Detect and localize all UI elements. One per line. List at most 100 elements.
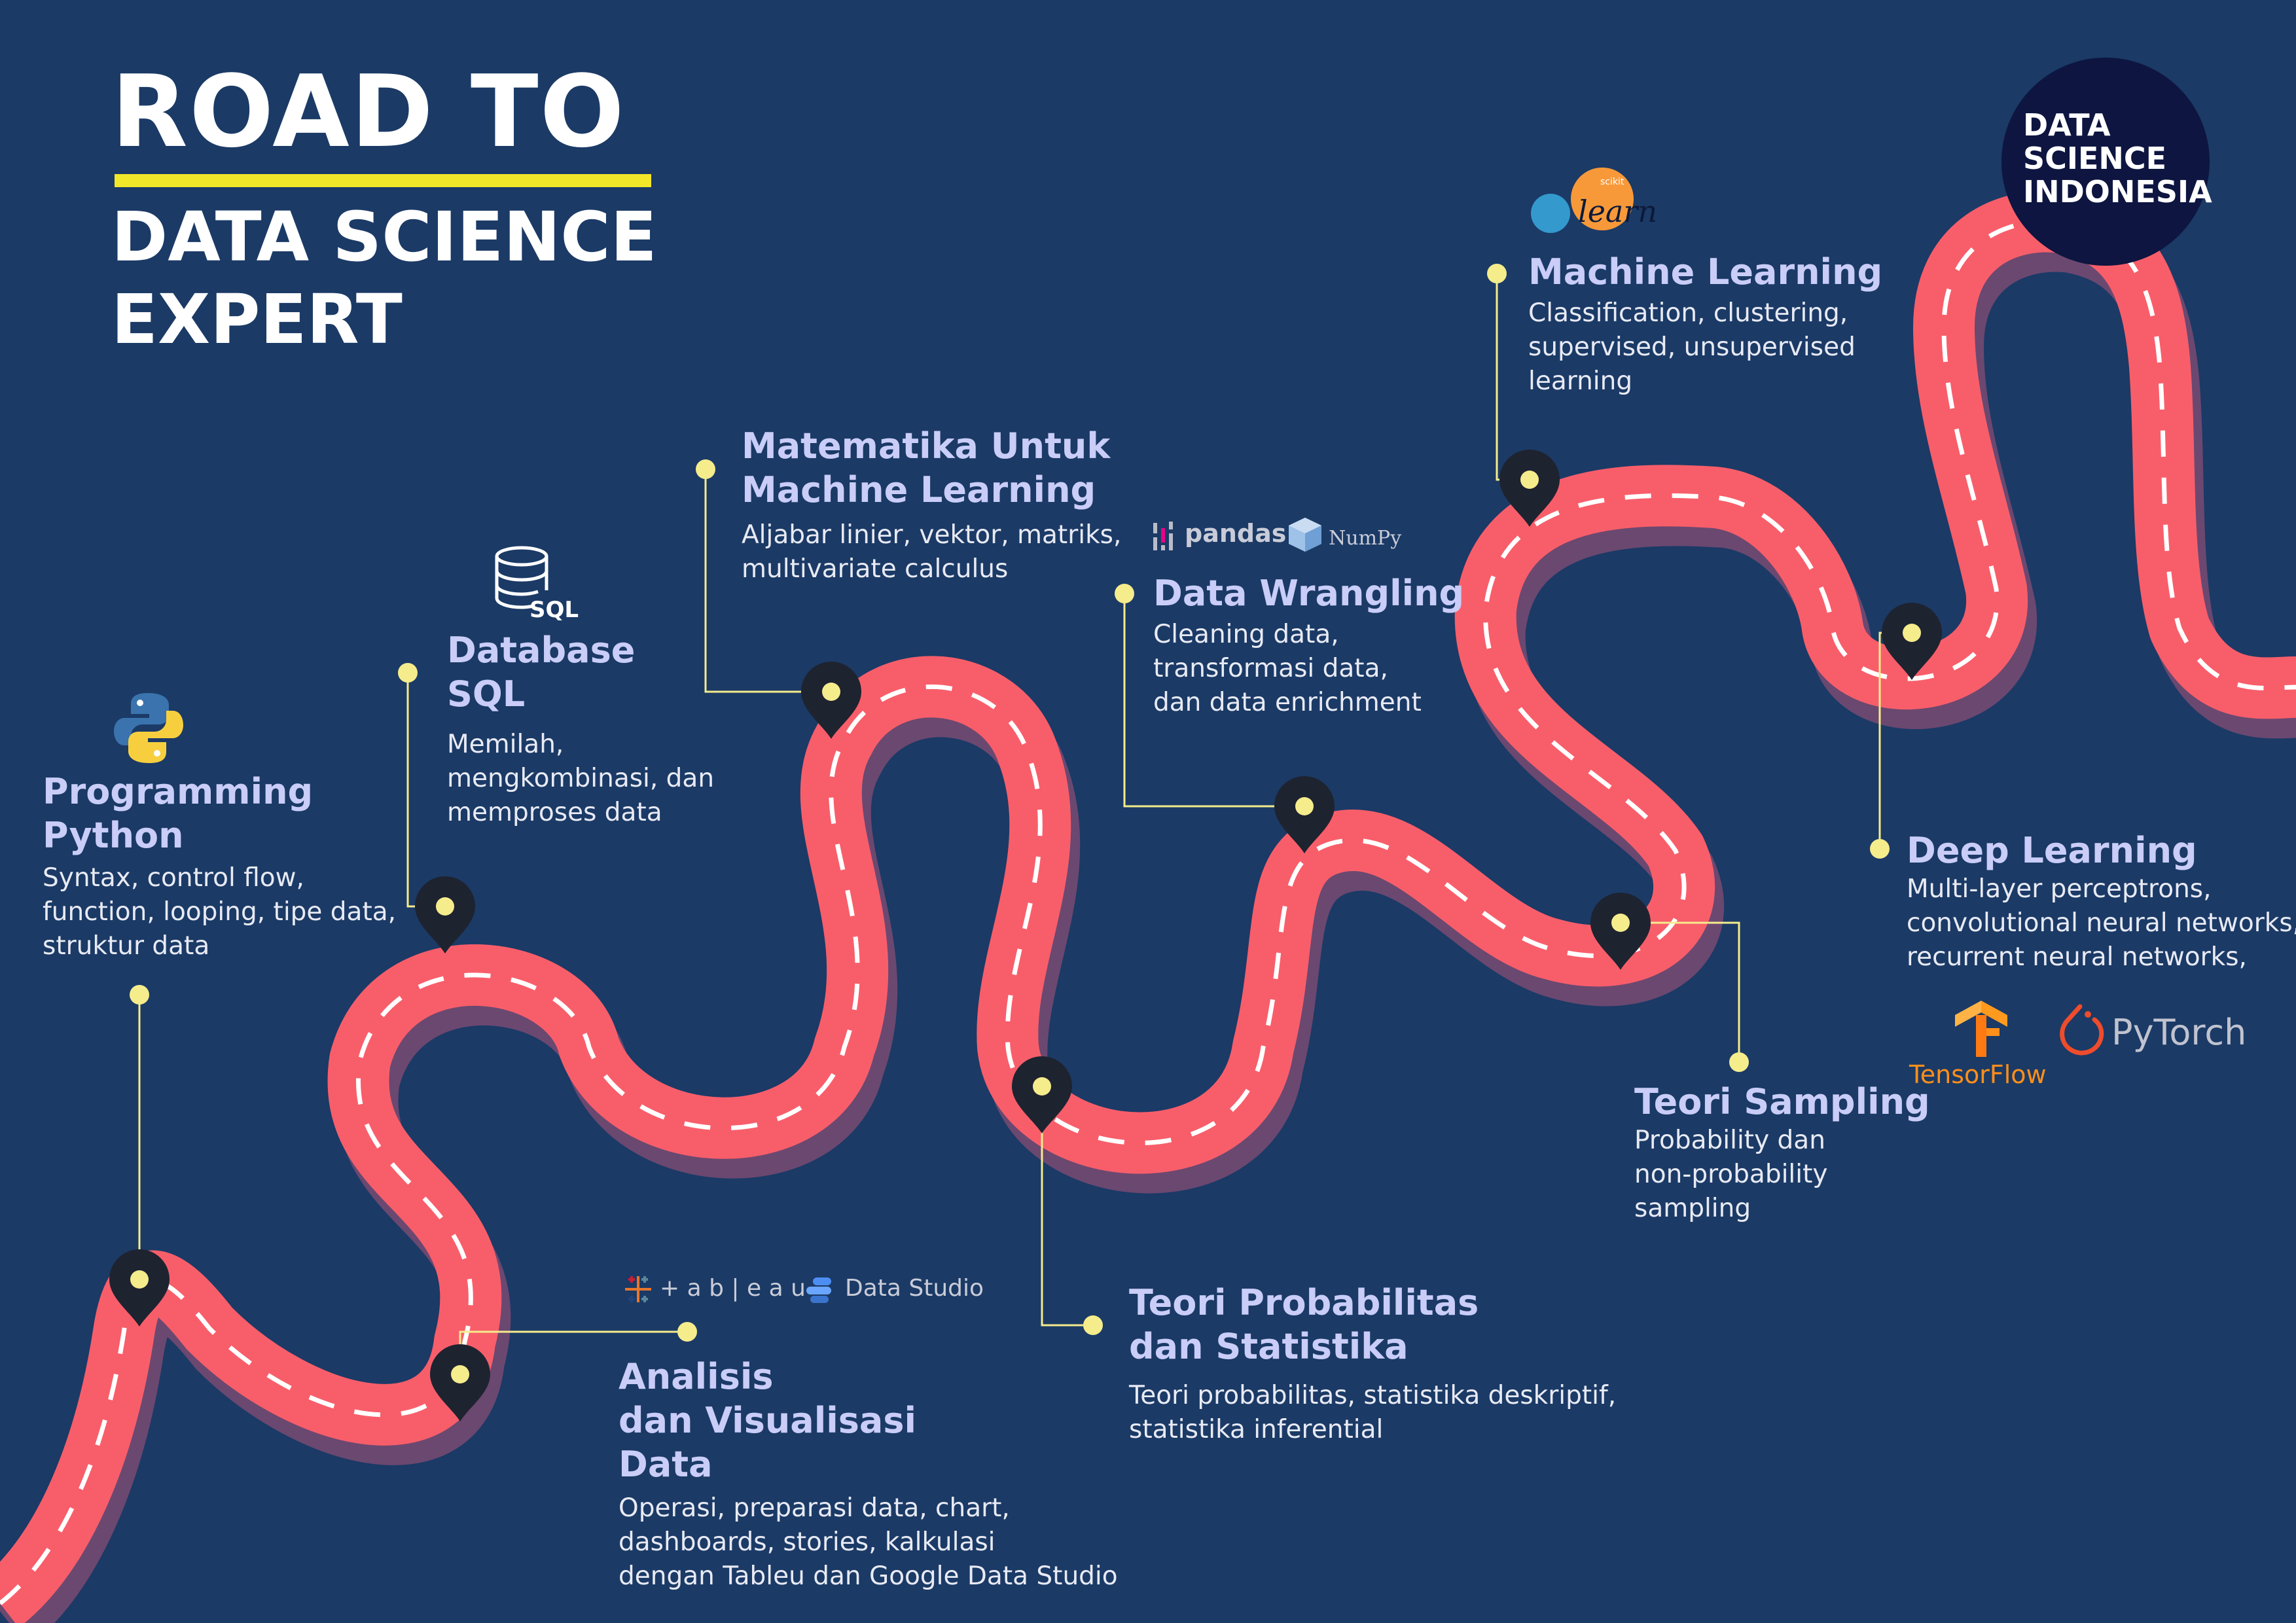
pandas-numpy-icons: pandas NumPy bbox=[1152, 514, 1401, 553]
map-pin-dot bbox=[1033, 1077, 1051, 1096]
milestone-sql-heading-2: SQL bbox=[447, 673, 526, 715]
python-logo-icon bbox=[113, 690, 185, 766]
connector-end-dots bbox=[130, 264, 1890, 1342]
milestone-python-heading-1: Programming bbox=[43, 771, 314, 812]
connector-ml bbox=[1496, 274, 1530, 481]
milestone-sql-desc-1: Memilah, bbox=[447, 730, 564, 759]
milestone-wrangling: Data Wrangling Cleaning data, transforma… bbox=[1153, 571, 1464, 720]
numpy-icon bbox=[1289, 518, 1321, 552]
connector-matematika bbox=[704, 469, 831, 693]
sql-icon-label: SQL bbox=[529, 597, 579, 623]
map-pin-dl bbox=[1882, 603, 1942, 680]
milestone-python: Programming Python Syntax, control flow,… bbox=[43, 770, 396, 963]
milestone-sampling-heading-1: Teori Sampling bbox=[1634, 1081, 1930, 1122]
road-lane-marks bbox=[0, 219, 2296, 1605]
milestone-sql-desc-3: memproses data bbox=[447, 798, 662, 827]
milestone-probabilitas-heading-2: dan Statistika bbox=[1129, 1326, 1408, 1367]
title-underline bbox=[115, 174, 651, 187]
scikit-learn-icon: scikit learn bbox=[1527, 165, 1658, 237]
connector-sql bbox=[406, 673, 445, 908]
milestone-dl-desc-3: recurrent neural networks, bbox=[1907, 942, 2247, 972]
milestone-python-desc-1: Syntax, control flow, bbox=[43, 863, 304, 893]
milestone-dl: Deep Learning Multi-layer perceptrons, c… bbox=[1907, 829, 2296, 974]
milestone-ml-desc-3: learning bbox=[1528, 366, 1633, 396]
milestone-sql-desc-2: mengkombinasi, dan bbox=[447, 764, 715, 793]
sklearn-wordmark: learn bbox=[1578, 194, 1657, 229]
map-pin-sql bbox=[415, 876, 475, 954]
milestone-python-desc-2: function, looping, tipe data, bbox=[43, 897, 397, 927]
milestone-wrangling-desc-3: dan data enrichment bbox=[1153, 688, 1422, 717]
milestone-visualisasi-desc-2: dashboards, stories, kalkulasi bbox=[619, 1527, 996, 1557]
milestone-sampling-desc-2: non-probability bbox=[1634, 1160, 1828, 1189]
map-pin-wrangling bbox=[1274, 776, 1335, 853]
data-studio-icon bbox=[806, 1277, 831, 1303]
milestone-wrangling-desc-1: Cleaning data, bbox=[1153, 620, 1339, 649]
page-title: ROAD TO bbox=[111, 54, 626, 169]
milestone-matematika: Matematika Untuk Machine Learning Aljaba… bbox=[742, 424, 1121, 586]
milestone-wrangling-desc-2: transformasi data, bbox=[1153, 654, 1388, 683]
milestone-matematika-desc-1: Aljabar linier, vektor, matriks, bbox=[742, 520, 1122, 550]
brand-logo: DATA SCIENCE INDONESIA bbox=[2001, 58, 2212, 266]
map-pin-ml bbox=[1499, 450, 1560, 527]
brand-line1: DATA bbox=[2023, 107, 2111, 143]
page-subtitle-line1: DATA SCIENCE bbox=[111, 197, 657, 277]
milestone-matematika-heading-1: Matematika Untuk bbox=[742, 425, 1111, 467]
milestone-visualisasi: Analisis dan Visualisasi Data Operasi, p… bbox=[619, 1355, 1118, 1594]
brand-line3: INDONESIA bbox=[2023, 174, 2212, 209]
milestone-visualisasi-desc-1: Operasi, preparasi data, chart, bbox=[619, 1493, 1010, 1523]
milestone-matematika-desc-2: multivariate calculus bbox=[742, 554, 1009, 584]
pytorch-wordmark: PyTorch bbox=[2111, 1012, 2247, 1053]
map-pin-dot bbox=[451, 1365, 469, 1383]
milestone-visualisasi-desc-3: dengan Tableu dan Google Data Studio bbox=[619, 1561, 1118, 1591]
map-pin-dot bbox=[1611, 914, 1630, 932]
milestone-dl-heading-1: Deep Learning bbox=[1907, 830, 2197, 871]
milestone-wrangling-heading-1: Data Wrangling bbox=[1153, 573, 1465, 614]
milestone-visualisasi-heading-1: Analisis bbox=[619, 1356, 774, 1397]
tableau-icon bbox=[625, 1276, 651, 1302]
milestone-sampling: Teori Sampling Probability dan non-proba… bbox=[1634, 1080, 1930, 1226]
map-pin-sampling bbox=[1590, 893, 1651, 970]
map-pins bbox=[109, 450, 1942, 1421]
milestone-probabilitas-desc-2: statistika inferential bbox=[1129, 1415, 1384, 1444]
milestone-dl-desc-2: convolutional neural networks, bbox=[1907, 908, 2296, 938]
milestone-ml-desc-2: supervised, unsupervised bbox=[1528, 332, 1856, 362]
map-pin-python bbox=[109, 1249, 170, 1327]
tensorflow-logo-icon: TensorFlow bbox=[1908, 998, 2058, 1090]
brand-line2: SCIENCE bbox=[2023, 141, 2167, 176]
milestone-probabilitas-desc-1: Teori probabilitas, statistika deskripti… bbox=[1129, 1381, 1617, 1410]
map-pin-dot bbox=[130, 1270, 149, 1289]
map-pin-visualisasi bbox=[430, 1344, 490, 1421]
map-pin-dot bbox=[1903, 624, 1921, 642]
milestone-ml-heading-1: Machine Learning bbox=[1528, 251, 1883, 293]
pandas-icon bbox=[1153, 522, 1173, 550]
map-pin-matematika bbox=[801, 662, 861, 739]
milestone-probabilitas-heading-1: Teori Probabilitas bbox=[1129, 1282, 1479, 1323]
milestone-python-heading-2: Python bbox=[43, 815, 184, 856]
numpy-wordmark: NumPy bbox=[1329, 527, 1402, 550]
pandas-wordmark: pandas bbox=[1185, 519, 1287, 548]
data-studio-wordmark: Data Studio bbox=[845, 1275, 984, 1302]
milestone-dl-desc-1: Multi-layer perceptrons, bbox=[1907, 874, 2212, 904]
database-sql-icon: SQL bbox=[492, 544, 579, 623]
milestone-sql: Database SQL Memilah, mengkombinasi, dan… bbox=[447, 628, 714, 830]
map-pin-probabilitas bbox=[1012, 1056, 1072, 1133]
sklearn-small-wordmark: scikit bbox=[1600, 177, 1624, 187]
map-pin-dot bbox=[822, 683, 840, 701]
milestone-sql-heading-1: Database bbox=[447, 630, 636, 671]
connector-sampling bbox=[1621, 921, 1740, 1062]
page-subtitle-line2: EXPERT bbox=[111, 279, 403, 359]
map-pin-dot bbox=[1520, 471, 1539, 489]
tensorflow-wordmark: TensorFlow bbox=[1909, 1060, 2047, 1089]
milestone-sampling-desc-3: sampling bbox=[1634, 1194, 1751, 1223]
connector-probabilitas bbox=[1041, 1086, 1093, 1327]
milestone-ml: Machine Learning Classification, cluster… bbox=[1528, 250, 1882, 399]
milestone-visualisasi-heading-2: dan Visualisasi bbox=[619, 1400, 916, 1441]
tableau-wordmark: + a b | e a u bbox=[660, 1275, 806, 1302]
pytorch-logo-icon: PyTorch bbox=[2054, 1000, 2250, 1059]
milestone-matematika-heading-2: Machine Learning bbox=[742, 469, 1096, 510]
map-pin-dot bbox=[436, 897, 454, 916]
map-pin-dot bbox=[1295, 797, 1314, 815]
milestone-probabilitas: Teori Probabilitas dan Statistika Teori … bbox=[1129, 1281, 1616, 1447]
tableau-datastudio-icons: + a b | e a u Data Studio bbox=[622, 1270, 984, 1309]
